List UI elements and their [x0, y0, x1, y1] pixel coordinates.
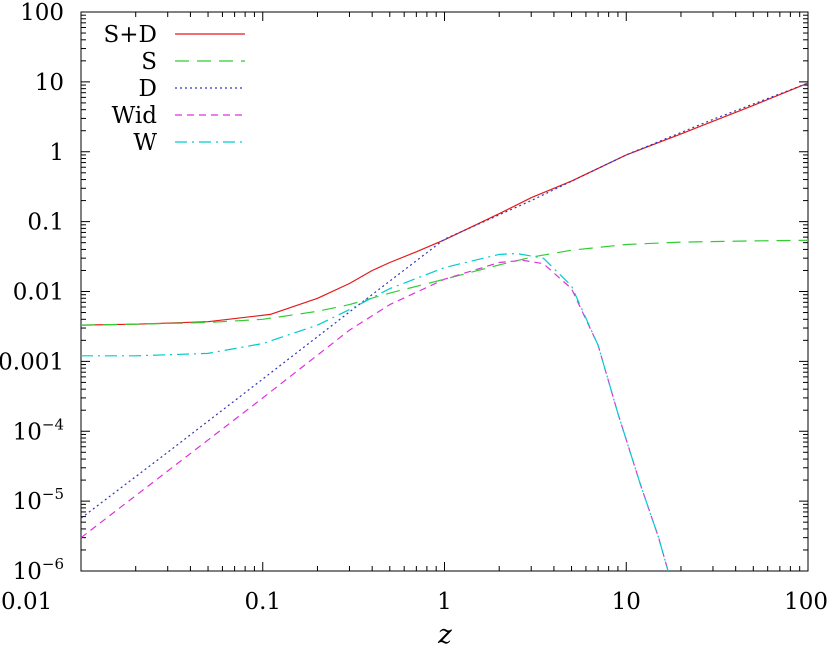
legend-label: D: [139, 76, 157, 102]
y-tick-label: 10: [35, 70, 64, 96]
y-tick-label: 0.1: [27, 210, 64, 236]
y-tick-label: 100: [20, 0, 64, 26]
legend-label: S: [141, 49, 157, 75]
legend-label: Wid: [112, 103, 158, 129]
legend-label: W: [133, 130, 157, 156]
x-tick-label: 10: [612, 589, 641, 615]
y-tick-labels: 100 10 1 0.1 0.01 0.001 10−4 10−5 10−6: [0, 0, 64, 585]
series-lines: [80, 82, 809, 572]
x-tick-labels: 0.01 0.1 1 10 100: [1, 589, 828, 615]
y-tick-label: 10−6: [13, 555, 64, 585]
y-tick-label: 0.001: [0, 349, 64, 375]
series-line-d: [80, 82, 809, 519]
y-tick-label: 10−4: [13, 415, 64, 445]
series-line-wid: [80, 259, 669, 572]
x-tick-label: 0.1: [244, 589, 281, 615]
y-tick-label: 0.01: [13, 280, 64, 306]
series-line-s: [80, 239, 809, 326]
plot-frame: [80, 11, 809, 572]
series-line-s-d: [80, 82, 809, 326]
legend-label: S+D: [104, 22, 157, 48]
y-tick-label: 10−5: [13, 485, 64, 515]
x-tick-label: 0.01: [1, 589, 52, 615]
x-tick-label: 1: [437, 589, 452, 615]
y-tick-label: 1: [49, 140, 64, 166]
x-tick-label: 100: [784, 589, 828, 615]
axis-ticks: [80, 12, 808, 572]
series-line-w: [81, 252, 669, 572]
x-axis-label: z: [437, 620, 452, 647]
